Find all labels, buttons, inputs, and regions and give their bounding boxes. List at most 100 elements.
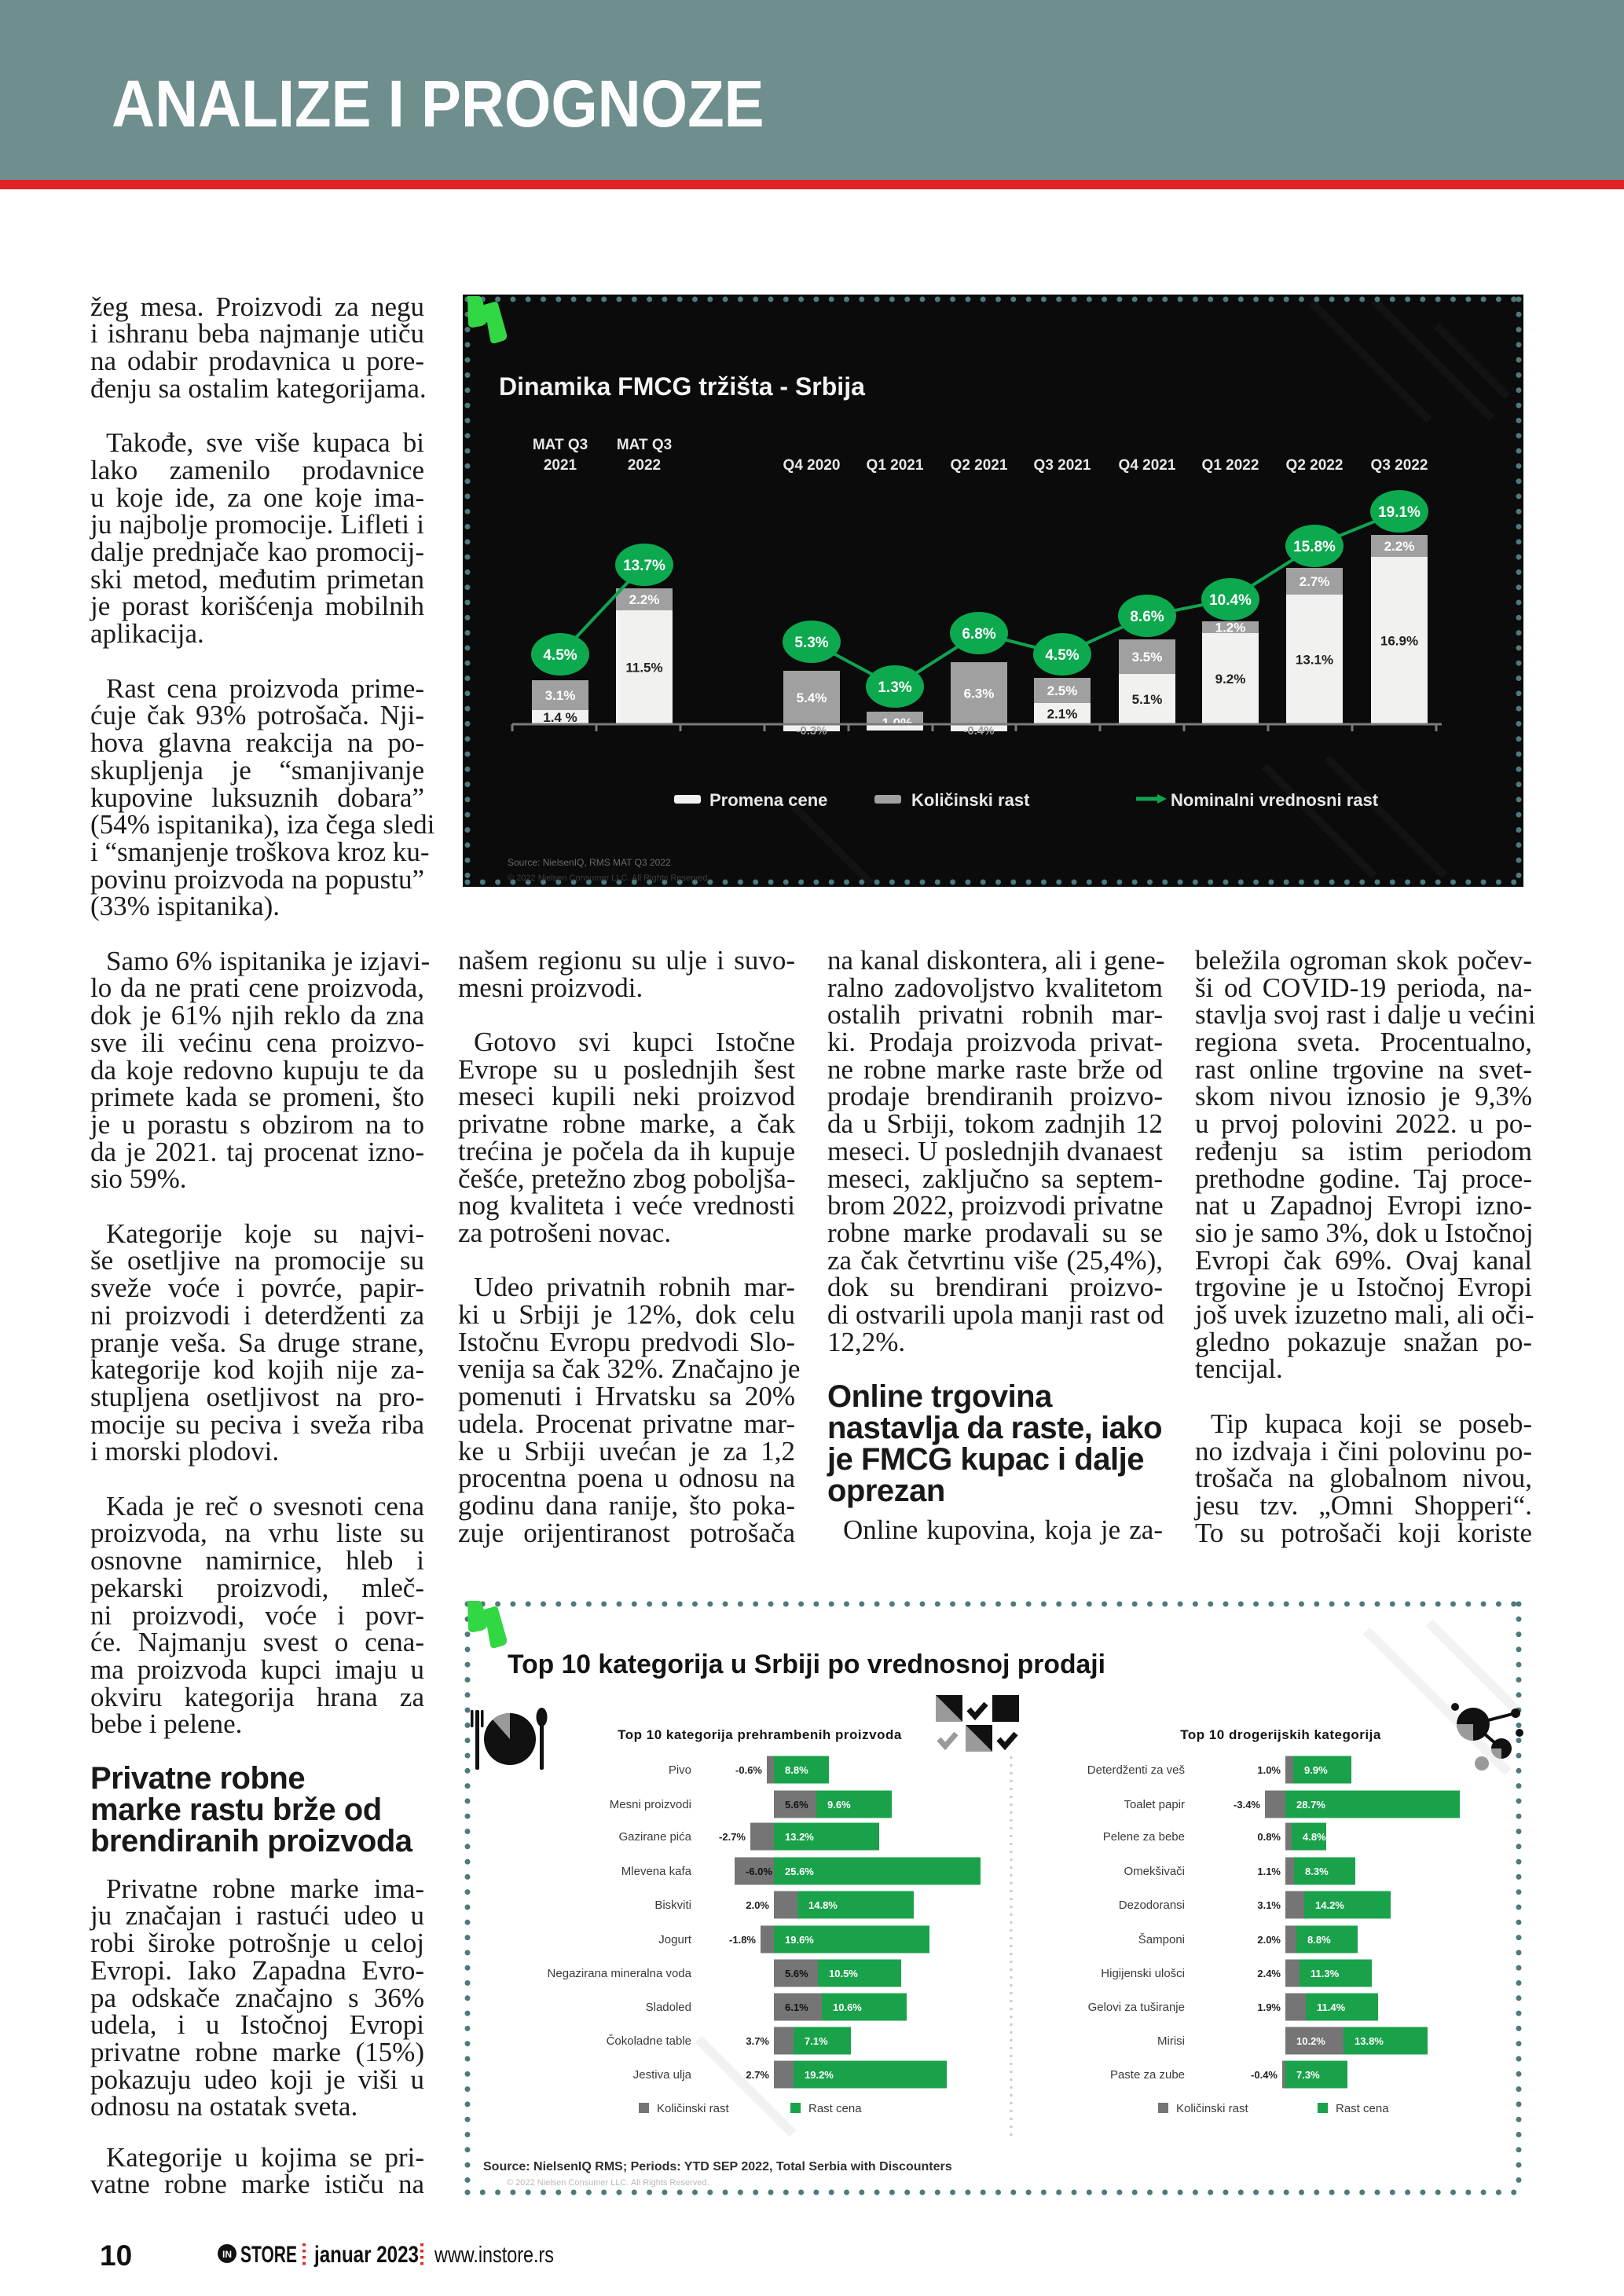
- svg-text:Paste za zube: Paste za zube: [1110, 2068, 1185, 2082]
- svg-text:0.8%: 0.8%: [1257, 1831, 1281, 1843]
- svg-text:16.9%: 16.9%: [1380, 634, 1418, 649]
- svg-text:2.7%: 2.7%: [746, 2069, 769, 2081]
- svg-text:9.9%: 9.9%: [1304, 1764, 1328, 1776]
- svg-text:1.4 %: 1.4 %: [543, 710, 577, 725]
- svg-text:2022: 2022: [628, 457, 661, 474]
- svg-text:Nominalni vrednosni rast: Nominalni vrednosni rast: [1171, 790, 1379, 810]
- svg-text:Top 10 kategorija prehrambenih: Top 10 kategorija prehrambenih proizvoda: [618, 1727, 902, 1742]
- svg-text:25.6%: 25.6%: [785, 1866, 814, 1877]
- svg-text:Q2 2022: Q2 2022: [1286, 457, 1344, 474]
- svg-text:1.2%: 1.2%: [1215, 621, 1246, 635]
- svg-text:2.2%: 2.2%: [1384, 539, 1415, 554]
- svg-text:IN: IN: [222, 2249, 232, 2260]
- svg-text:5.6%: 5.6%: [785, 1799, 808, 1811]
- svg-text:Dinamika FMCG tržišta - Srbija: Dinamika FMCG tržišta - Srbija: [499, 372, 865, 401]
- svg-text:3.1%: 3.1%: [1257, 1899, 1281, 1911]
- svg-text:4.5%: 4.5%: [543, 647, 577, 664]
- svg-text:5.6%: 5.6%: [785, 1968, 808, 1979]
- svg-text:3.1%: 3.1%: [545, 688, 576, 703]
- svg-text:-1.8%: -1.8%: [729, 1934, 756, 1946]
- svg-text:19.6%: 19.6%: [785, 1934, 814, 1946]
- svg-text:6.8%: 6.8%: [962, 626, 995, 643]
- svg-text:2.5%: 2.5%: [1047, 683, 1078, 698]
- svg-text:8.3%: 8.3%: [1305, 1866, 1329, 1877]
- svg-text:-2.7%: -2.7%: [719, 1831, 746, 1843]
- svg-text:Source: NielsenIQ RMS; Period: Source: NielsenIQ RMS; Periods: YTD SEP …: [483, 2160, 952, 2173]
- svg-text:Biskviti: Biskviti: [654, 1899, 691, 1912]
- svg-text:Sladoled: Sladoled: [646, 2001, 691, 2014]
- svg-text:Higijenski ulošci: Higijenski ulošci: [1101, 1967, 1185, 1980]
- svg-text:-0.6%: -0.6%: [735, 1764, 762, 1776]
- svg-text:11.3%: 11.3%: [1311, 1968, 1340, 1979]
- svg-text:2.4%: 2.4%: [1257, 1968, 1281, 1979]
- svg-text:Deterdženti za veš: Deterdženti za veš: [1087, 1763, 1185, 1777]
- svg-text:14.2%: 14.2%: [1315, 1899, 1344, 1911]
- svg-text:Dezodoransi: Dezodoransi: [1119, 1899, 1185, 1912]
- svg-text:2.0%: 2.0%: [746, 1899, 769, 1911]
- svg-text:7.1%: 7.1%: [805, 2035, 828, 2047]
- svg-text:www.instore.rs: www.instore.rs: [434, 2243, 554, 2268]
- svg-text:-0.3%: -0.3%: [796, 724, 827, 738]
- svg-text:9.2%: 9.2%: [1215, 672, 1246, 687]
- svg-text:8.6%: 8.6%: [1130, 609, 1164, 625]
- svg-text:MAT Q3: MAT Q3: [533, 437, 588, 453]
- svg-text:Omekšivači: Omekšivači: [1124, 1865, 1185, 1878]
- svg-text:© 2022 Nielsen Consumer LLC. A: © 2022 Nielsen Consumer LLC. All Rights …: [507, 2178, 709, 2188]
- svg-text:1.1%: 1.1%: [1257, 1866, 1281, 1877]
- svg-text:9.6%: 9.6%: [827, 1799, 851, 1811]
- svg-text:7.3%: 7.3%: [1296, 2069, 1320, 2081]
- svg-text:Gelovi za tuširanje: Gelovi za tuširanje: [1088, 2001, 1185, 2014]
- svg-text:Gazirane pića: Gazirane pića: [618, 1830, 691, 1844]
- svg-text:14.8%: 14.8%: [808, 1899, 838, 1911]
- svg-text:4.5%: 4.5%: [1045, 647, 1079, 664]
- svg-text:10.6%: 10.6%: [833, 2001, 862, 2013]
- svg-text:Q2 2021: Q2 2021: [951, 457, 1008, 474]
- svg-text:Top 10 drogerijskih kategorija: Top 10 drogerijskih kategorija: [1180, 1727, 1381, 1742]
- svg-text:januar 2023: januar 2023: [313, 2242, 419, 2268]
- svg-text:1.0%: 1.0%: [1257, 1764, 1281, 1776]
- svg-text:8.8%: 8.8%: [1307, 1934, 1331, 1946]
- svg-text:5.4%: 5.4%: [797, 690, 827, 705]
- svg-text:19.2%: 19.2%: [805, 2069, 834, 2081]
- svg-text:28.7%: 28.7%: [1296, 1799, 1325, 1811]
- svg-text:-0.4%: -0.4%: [963, 724, 994, 738]
- svg-text:6.1%: 6.1%: [785, 2001, 808, 2013]
- svg-text:1.9%: 1.9%: [1257, 2001, 1281, 2013]
- svg-text:Mesni proizvodi: Mesni proizvodi: [610, 1798, 691, 1811]
- svg-text:11.5%: 11.5%: [625, 661, 662, 676]
- svg-text:Negazirana mineralna voda: Negazirana mineralna voda: [548, 1967, 692, 1980]
- svg-text:Q1 2022: Q1 2022: [1202, 457, 1259, 474]
- svg-text:1.3%: 1.3%: [878, 679, 911, 696]
- svg-text:Pelene za bebe: Pelene za bebe: [1103, 1830, 1185, 1844]
- svg-text:6.3%: 6.3%: [964, 687, 995, 701]
- svg-text:2.7%: 2.7%: [1300, 574, 1330, 589]
- svg-text:-0.4%: -0.4%: [1251, 2069, 1278, 2081]
- svg-text:Source: NielsenIQ, RMS MAT Q3: Source: NielsenIQ, RMS MAT Q3 2022: [508, 857, 671, 868]
- svg-text:Pivo: Pivo: [669, 1763, 691, 1777]
- svg-text:2021: 2021: [544, 457, 577, 474]
- svg-text:2.2%: 2.2%: [629, 592, 660, 607]
- svg-text:Q1 2021: Q1 2021: [867, 457, 924, 474]
- svg-text:2.1%: 2.1%: [1047, 707, 1078, 722]
- svg-text:© 2022 Nielsen Consumer LLC. A: © 2022 Nielsen Consumer LLC. All Rights …: [508, 873, 710, 883]
- svg-text:STORE: STORE: [240, 2242, 297, 2268]
- svg-text:Rast cena: Rast cena: [808, 2102, 862, 2115]
- svg-text:10.4%: 10.4%: [1209, 592, 1252, 609]
- svg-text:19.1%: 19.1%: [1378, 504, 1421, 521]
- svg-text:Količinski rast: Količinski rast: [911, 790, 1030, 810]
- svg-text:15.8%: 15.8%: [1293, 539, 1336, 555]
- svg-text:Toalet papir: Toalet papir: [1124, 1798, 1185, 1811]
- svg-text:Jogurt: Jogurt: [658, 1933, 692, 1946]
- svg-text:5.3%: 5.3%: [794, 635, 828, 651]
- svg-text:Mirisi: Mirisi: [1157, 2034, 1185, 2048]
- svg-text:8.8%: 8.8%: [785, 1764, 808, 1776]
- svg-text:-6.0%: -6.0%: [746, 1866, 772, 1877]
- svg-text:Q3 2021: Q3 2021: [1034, 457, 1091, 474]
- svg-text:Top 10 kategorija u Srbiji po: Top 10 kategorija u Srbiji po vrednosnoj…: [508, 1650, 1105, 1679]
- svg-text:Jestiva ulja: Jestiva ulja: [633, 2068, 692, 2082]
- svg-text:Količinski rast: Količinski rast: [1176, 2102, 1249, 2115]
- svg-text:Q3 2022: Q3 2022: [1371, 457, 1428, 474]
- svg-text:4.8%: 4.8%: [1303, 1831, 1326, 1843]
- svg-text:3.7%: 3.7%: [746, 2035, 769, 2047]
- svg-text:13.8%: 13.8%: [1355, 2035, 1384, 2047]
